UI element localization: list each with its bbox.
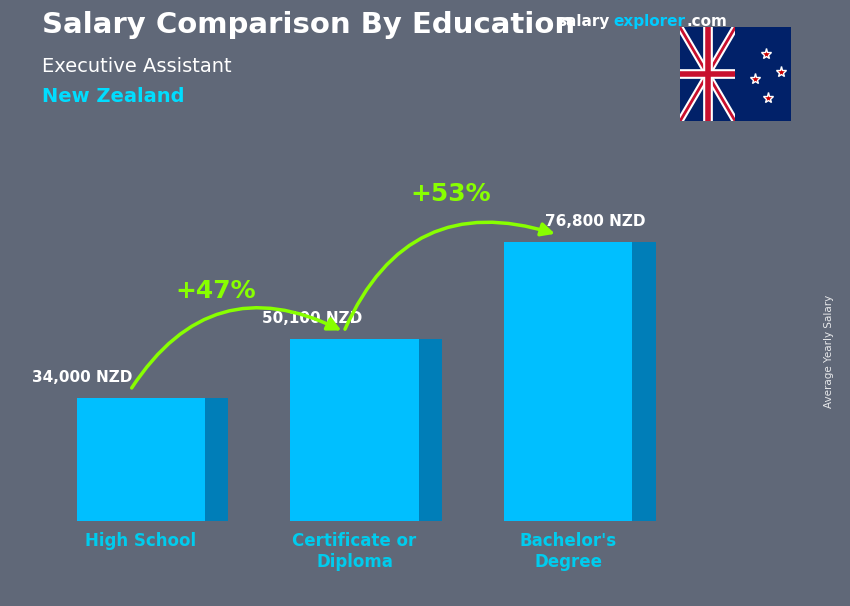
Text: 76,800 NZD: 76,800 NZD (545, 214, 645, 229)
Text: .com: .com (687, 14, 728, 29)
Text: +47%: +47% (175, 279, 256, 302)
Polygon shape (735, 27, 790, 121)
Text: New Zealand: New Zealand (42, 87, 185, 106)
Text: 50,100 NZD: 50,100 NZD (262, 311, 362, 326)
Text: Executive Assistant: Executive Assistant (42, 57, 232, 76)
Text: +53%: +53% (411, 182, 491, 205)
Text: Average Yearly Salary: Average Yearly Salary (824, 295, 834, 408)
Text: Salary Comparison By Education: Salary Comparison By Education (42, 12, 575, 39)
Polygon shape (504, 242, 632, 521)
Text: explorer: explorer (614, 14, 686, 29)
Polygon shape (632, 242, 656, 521)
Text: salary: salary (557, 14, 609, 29)
Polygon shape (419, 339, 442, 521)
Polygon shape (205, 398, 229, 521)
Polygon shape (76, 398, 205, 521)
Text: 34,000 NZD: 34,000 NZD (32, 370, 133, 385)
Polygon shape (291, 339, 419, 521)
